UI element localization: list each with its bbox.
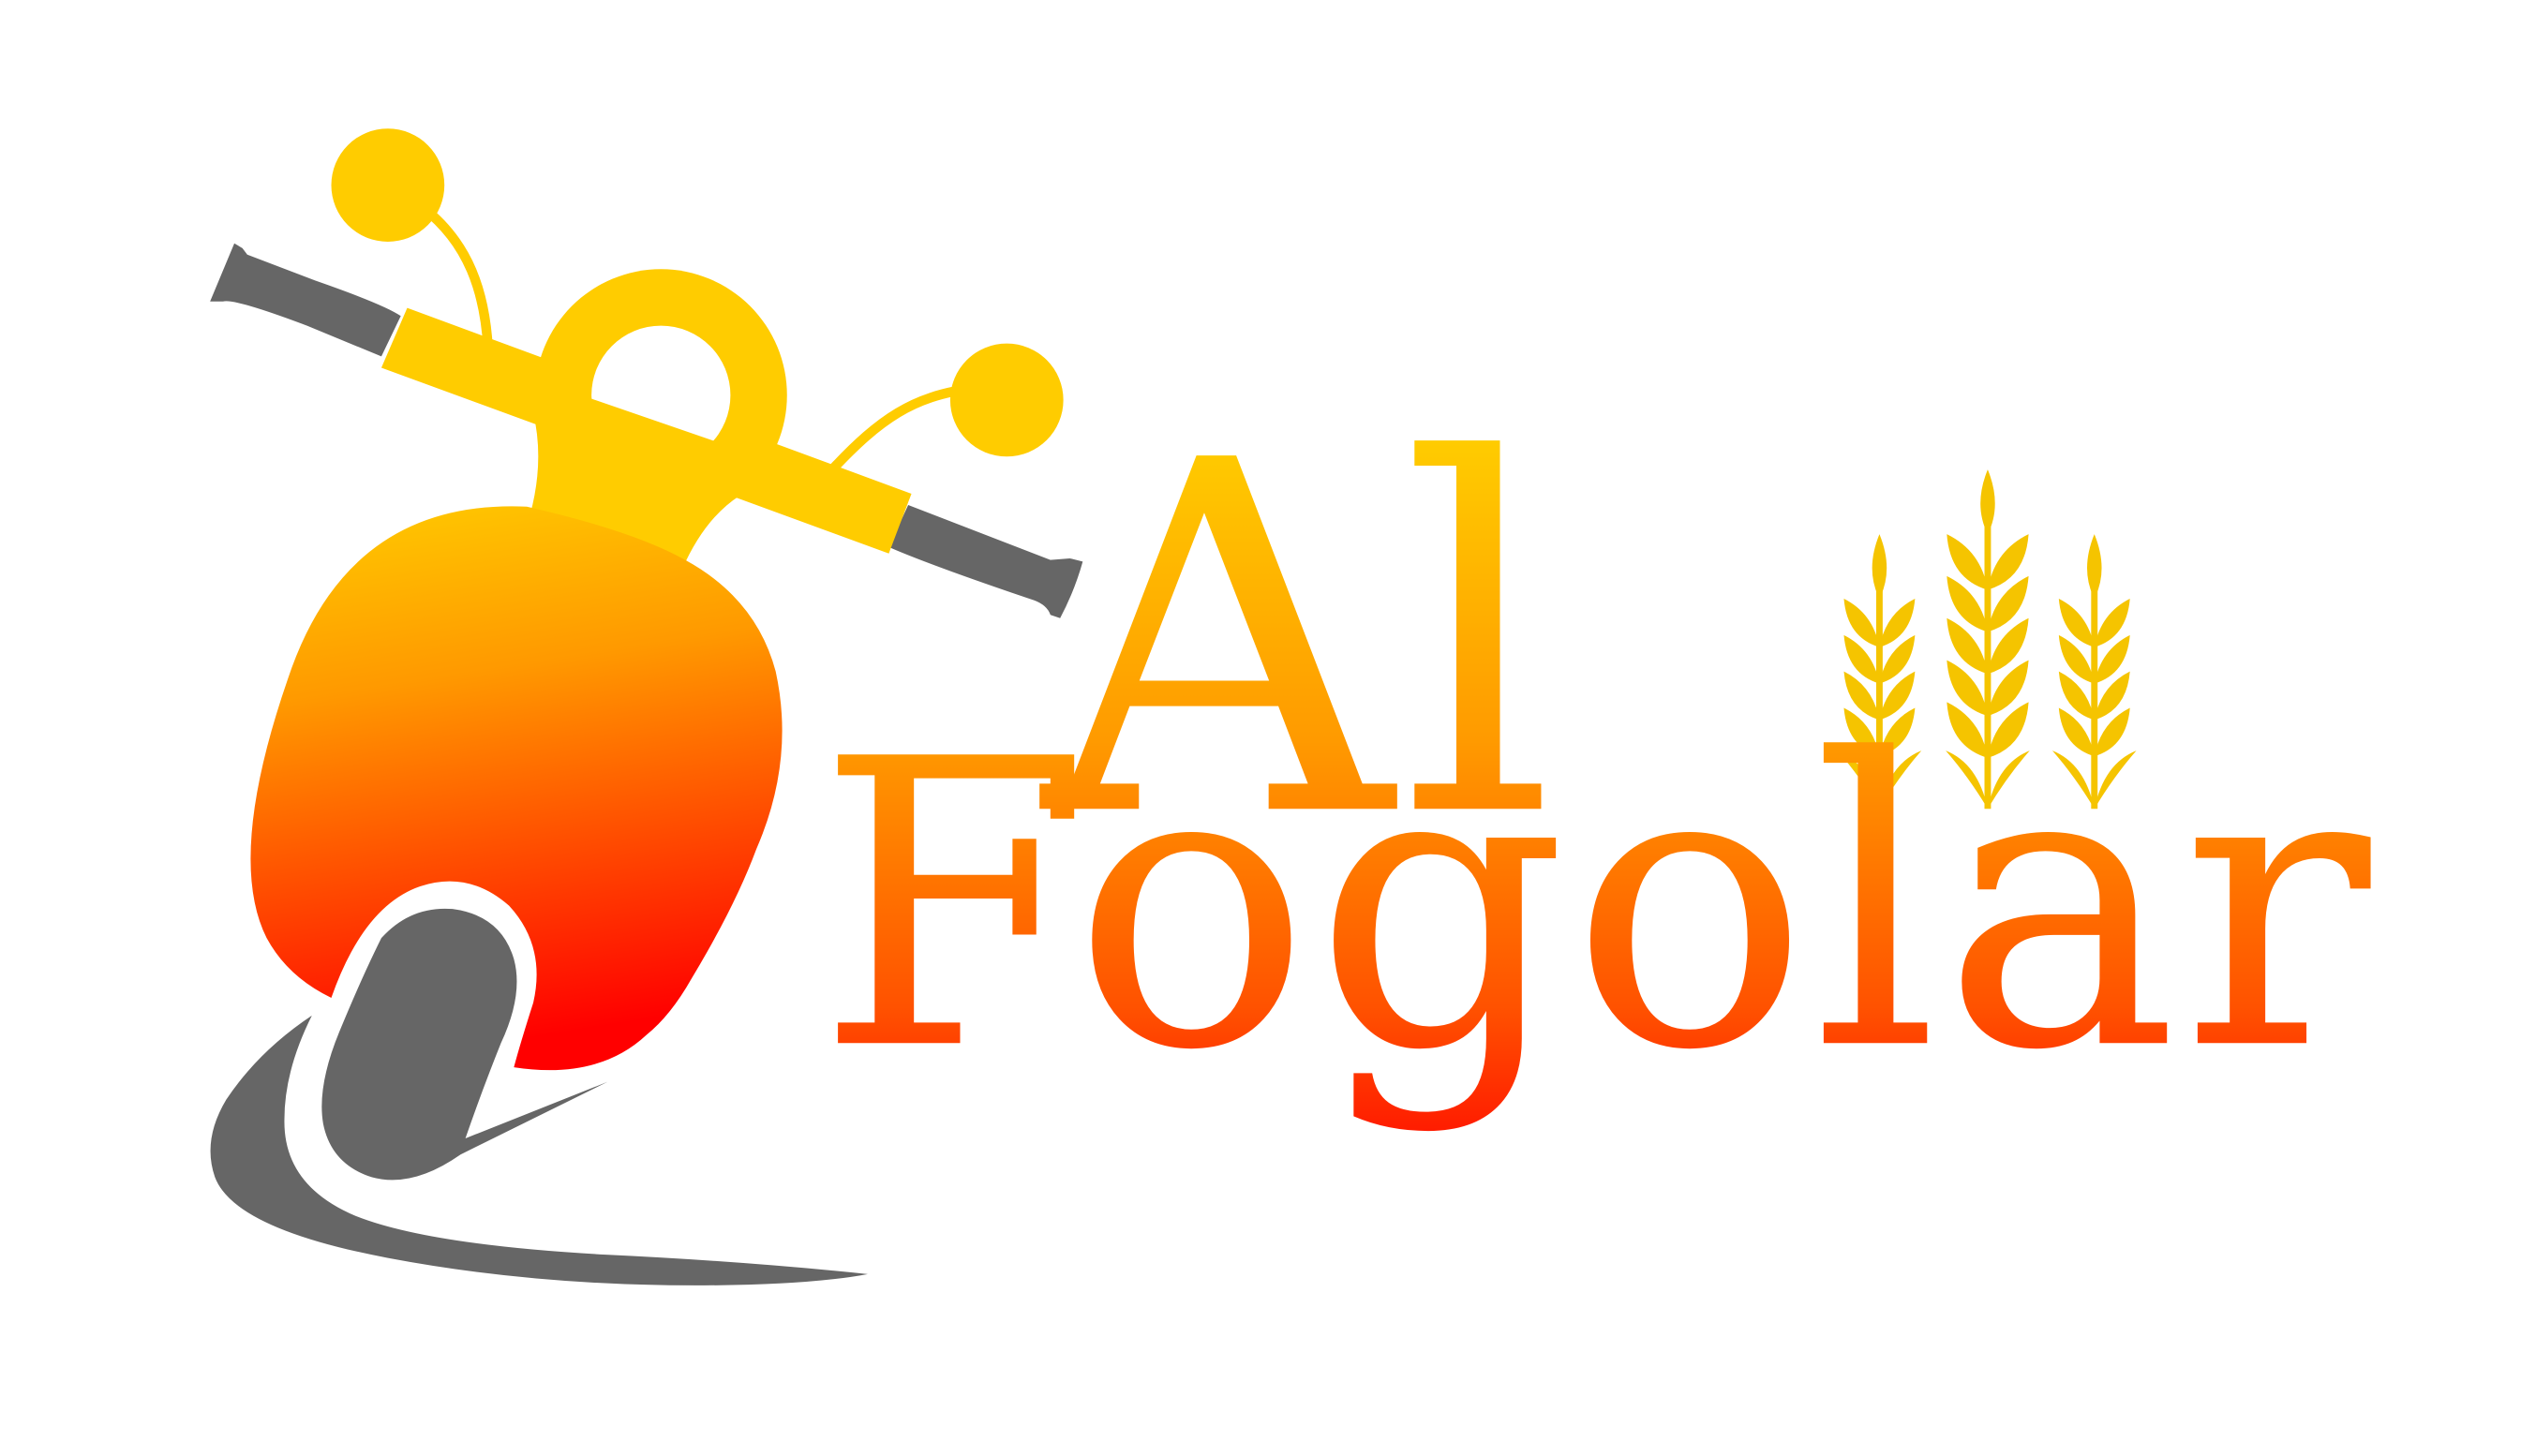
- brand-name-line2: Fogolar: [816, 676, 2374, 1137]
- wordmark: Al Fogolar: [816, 359, 2374, 1137]
- brand-name-line1: Al: [1035, 359, 1563, 923]
- wheat-stalks-icon: [1837, 469, 2137, 810]
- left-mirror: [331, 128, 493, 349]
- front-wheel: [321, 908, 608, 1181]
- wheat-stalk: [2051, 534, 2137, 810]
- right-mirror: [828, 343, 1064, 473]
- wheat-stalk: [1946, 469, 2030, 810]
- left-grip: [210, 243, 401, 357]
- wheat-stalk: [1837, 534, 1922, 810]
- scooter-icon: [210, 128, 1083, 1285]
- scooter-body: [250, 506, 783, 1071]
- right-grip: [888, 505, 1083, 618]
